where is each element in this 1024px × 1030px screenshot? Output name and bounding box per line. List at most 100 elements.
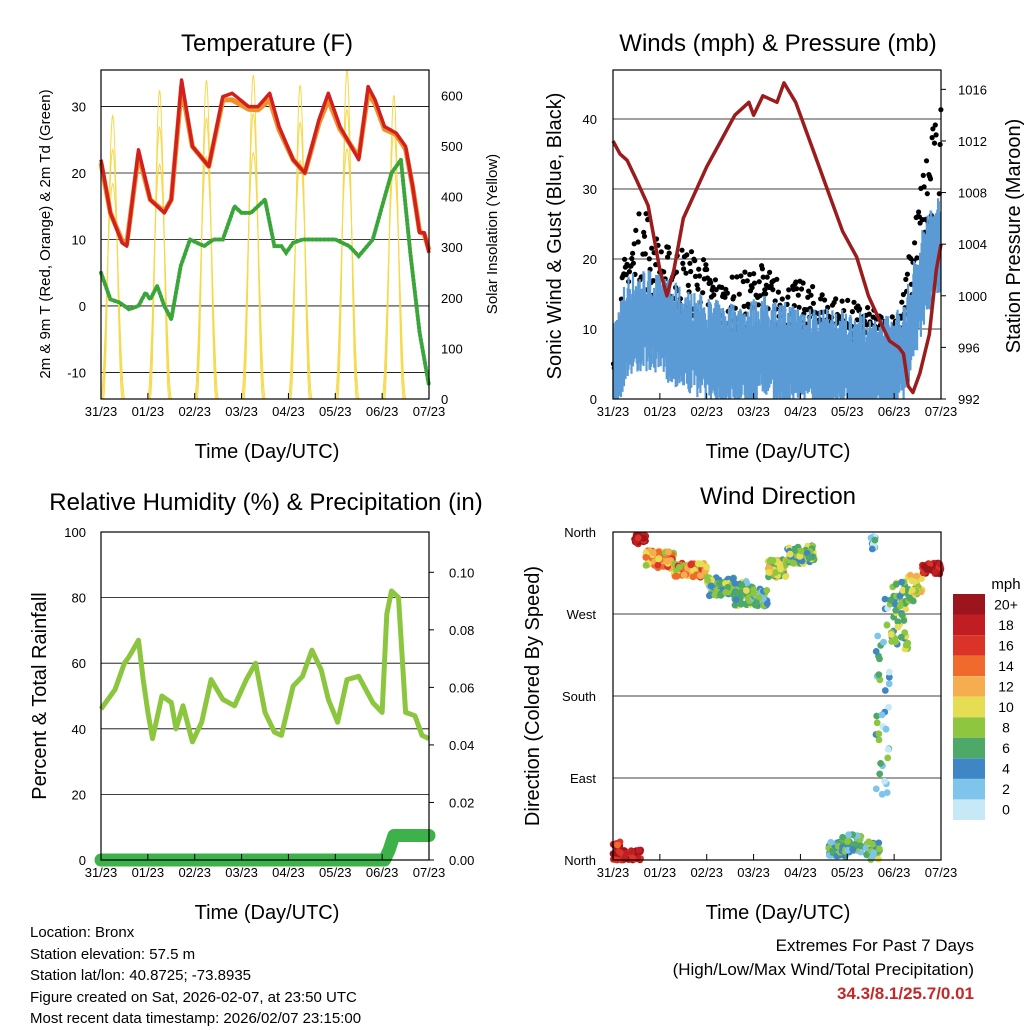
gust-point [764,274,770,280]
gust-point [650,278,656,284]
winds-x-tick-label: 05/23 [831,404,864,419]
direction-point [909,586,916,594]
direction-point [874,632,882,640]
gust-point [729,274,735,280]
solar-curve [193,155,220,400]
gust-point [679,247,685,253]
gust-point [772,298,778,304]
pressure-y-tick-label: 996 [958,340,980,355]
winds-y-tick-label: 20 [583,252,597,267]
direction-point [884,746,892,753]
direction-point [703,563,710,571]
legend-label: 12 [998,679,1014,695]
gust-point [933,132,939,138]
direction-point [876,655,883,663]
extremes-values: 34.3/8.1/25.7/0.01 [836,984,974,1003]
solar-curve [195,116,218,400]
direction-point [898,611,906,619]
legend-label: 16 [998,637,1014,653]
direction-point [894,623,902,631]
solar-curve [100,182,126,400]
humidity-y-tick-label: 60 [72,656,86,671]
solar-y-tick-label: 100 [441,341,463,356]
direction-point [772,569,780,576]
direction-point [896,592,904,600]
gust-point [757,293,763,299]
dewpoint-line [99,154,431,388]
direction-point [782,573,789,580]
direction-y-label: Direction (Colored By Speed) [522,566,544,826]
gust-point [700,257,707,263]
direction-point [654,561,662,569]
direction-point [722,589,729,596]
humidity-y-label: Percent & Total Rainfall [29,592,51,800]
gust-point [932,122,938,128]
direction-point [870,849,878,857]
solar-curve [384,95,404,400]
direction-point [680,571,688,579]
direction-point [876,770,884,778]
direction-points [609,531,945,864]
direction-point [857,842,865,850]
solar-y-tick-label: 300 [441,240,463,255]
gust-point [920,172,926,178]
gust-point [795,292,801,298]
legend-swatch [953,778,985,800]
direction-point [875,671,883,678]
direction-point [898,578,905,586]
legend-label: 8 [1002,720,1010,736]
direction-point [908,577,916,585]
direction-point [884,754,892,762]
legend-label: 18 [998,617,1014,633]
direction-point [882,725,890,733]
gust-point [665,254,671,260]
gust-point [633,227,639,233]
gust-point [916,209,922,215]
direction-point [875,855,882,863]
gust-point [736,291,742,297]
gust-point [770,287,776,293]
gust-point [929,135,935,141]
winds-y-tick-label: 0 [590,392,597,407]
gust-point [793,279,799,285]
gust-point [680,260,686,266]
rh-line [98,588,431,745]
direction-point [649,549,657,557]
direction-point [786,550,794,558]
direction-point [936,560,943,568]
gust-point [694,282,700,288]
direction-point [743,587,750,594]
temp-x-tick-label: 01/23 [132,404,165,419]
temp-x-tick-label: 31/23 [85,404,118,419]
direction-point [873,719,881,727]
gust-point [760,274,766,280]
direction-point [875,839,883,847]
gust-point [845,297,851,303]
direction-point [839,833,846,841]
direction-point [671,573,679,580]
gust-point [798,286,805,292]
direction-x-tick-label: 04/23 [784,865,817,880]
gust-point [700,290,706,296]
direction-point [675,564,683,571]
direction-point [614,841,621,849]
temp-y-tick-label: 20 [72,166,86,181]
winds-y-tick-label: 10 [583,322,597,337]
legend-swatch [953,614,985,635]
winds-x-tick-label: 03/23 [737,404,770,419]
direction-point [896,602,904,610]
gust-point [866,311,872,317]
direction-point [881,777,888,785]
gust-point [704,266,710,273]
direction-point [738,600,745,608]
direction-point [885,668,893,676]
solar-curve [149,90,170,400]
direction-x-tick-label: 02/23 [690,865,723,880]
gust-point [914,255,920,261]
gust-point [921,184,927,190]
direction-point [805,554,813,562]
direction-point [665,548,672,556]
extremes-title: Extremes For Past 7 Days [775,936,974,955]
gust-point [937,141,943,148]
